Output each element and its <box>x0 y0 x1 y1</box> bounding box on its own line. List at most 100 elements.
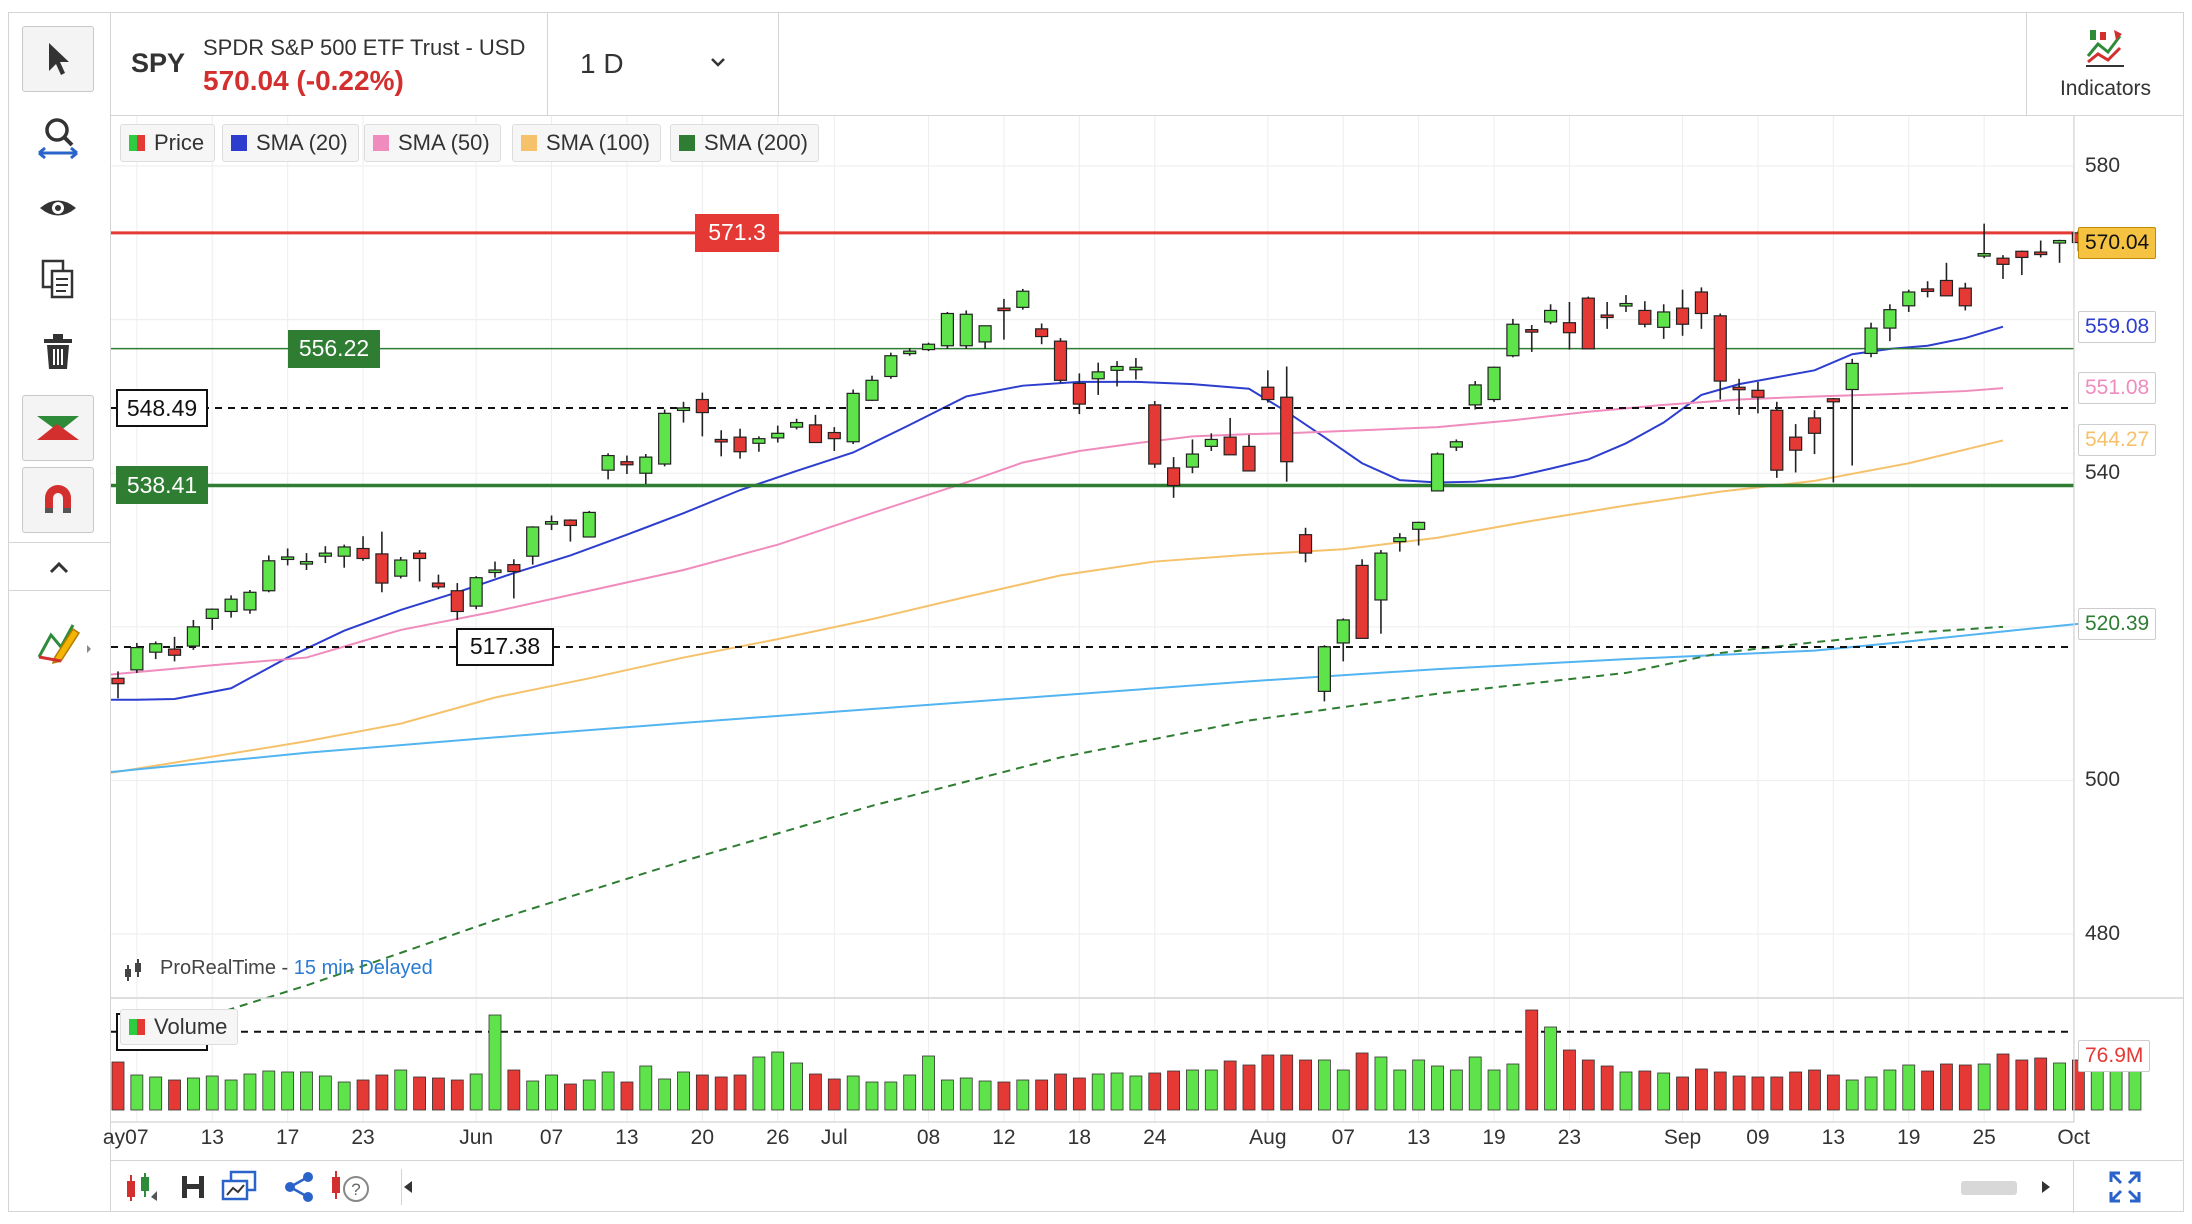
candle <box>1242 434 1256 472</box>
candle <box>318 546 332 564</box>
x-tick-label: 26 <box>766 1126 790 1149</box>
level-label: 538.41 <box>116 466 208 505</box>
candle-body <box>1920 288 1935 293</box>
provider-name: ProRealTime <box>160 957 276 979</box>
fullscreen-button[interactable] <box>2105 1169 2145 1205</box>
volume-bar <box>281 1071 295 1111</box>
candle-body <box>1562 322 1577 334</box>
candle <box>1204 433 1218 451</box>
candle-body <box>1166 467 1181 487</box>
volume-bars <box>111 1009 2142 1111</box>
candle-body <box>1468 384 1482 406</box>
y-tick-label: 480 <box>2085 922 2121 946</box>
chart-type-button[interactable] <box>121 1169 161 1205</box>
candle-body <box>1035 328 1049 338</box>
candle <box>413 550 427 582</box>
candle <box>488 561 502 578</box>
legend-item[interactable]: SMA (200) <box>670 124 819 162</box>
sma-line <box>110 622 2079 773</box>
candle-body <box>1148 404 1162 465</box>
save-button[interactable] <box>173 1169 213 1205</box>
footer-divider <box>401 1169 402 1205</box>
indicators-label: Indicators <box>2059 77 2152 100</box>
share-button[interactable] <box>279 1169 319 1205</box>
delete-tool[interactable] <box>22 319 94 385</box>
candle-body <box>808 424 823 444</box>
candle-body <box>997 307 1011 312</box>
svg-text:?: ? <box>351 1180 360 1199</box>
volume-bar <box>1129 1075 1143 1111</box>
candle <box>1317 645 1332 702</box>
legend-item[interactable]: Price <box>120 124 216 162</box>
candle <box>771 425 785 443</box>
candle <box>1298 527 1313 563</box>
volume-bar <box>941 1079 954 1111</box>
candle-body <box>1713 315 1727 382</box>
volume-bar <box>394 1069 408 1111</box>
volume-bar <box>1883 1069 1897 1111</box>
candle <box>1883 304 1897 342</box>
volume-bar <box>450 1079 464 1111</box>
candle-body <box>1996 257 2010 265</box>
volume-bar <box>168 1079 181 1111</box>
legend-item[interactable]: SMA (20) <box>222 124 359 162</box>
period-selector[interactable]: 1 D <box>547 12 779 115</box>
scrollbar-thumb[interactable] <box>1961 1181 2017 1195</box>
volume-label: Volume <box>154 1014 228 1039</box>
compare-windows-icon <box>221 1170 257 1201</box>
price-tag: 570.04 <box>2078 226 2157 259</box>
volume-bar <box>620 1081 634 1111</box>
legend-label: SMA (200) <box>704 130 808 155</box>
volume-bar <box>1035 1079 1049 1111</box>
x-tick-label: Sep <box>1663 1126 1702 1149</box>
magnet-tool[interactable] <box>22 467 94 533</box>
x-tick-label: ay <box>102 1126 126 1149</box>
candle <box>1789 424 1803 473</box>
candle-body <box>1770 409 1784 471</box>
zoom-tool[interactable] <box>22 104 94 170</box>
copy-tool[interactable] <box>22 247 94 313</box>
x-tick-label: Jul <box>820 1126 848 1149</box>
candle-body <box>865 379 879 401</box>
volume-bar <box>130 1074 144 1111</box>
x-tick-label: 17 <box>275 1126 300 1149</box>
legend-label: SMA (50) <box>398 130 490 155</box>
scroll-right-button[interactable] <box>2031 1169 2061 1205</box>
period-label: 1 D <box>580 48 624 79</box>
candle-body <box>243 591 257 611</box>
trend-indicator-tool[interactable] <box>22 395 94 461</box>
volume-bar <box>695 1074 709 1111</box>
magnet-icon <box>45 485 71 513</box>
volume-bar <box>903 1074 917 1111</box>
candle-body <box>1826 398 1840 403</box>
pointer-tool[interactable] <box>22 26 94 92</box>
help-button[interactable]: ? <box>325 1169 373 1205</box>
level-label: 571.3 <box>695 213 779 252</box>
candle <box>639 454 653 484</box>
candle <box>1958 282 1972 311</box>
x-tick-label: 13 <box>615 1126 639 1149</box>
legend-item[interactable]: SMA (50) <box>364 124 501 162</box>
candle <box>1016 288 1030 310</box>
volume-bar <box>1072 1077 1086 1111</box>
delay-notice[interactable]: 15 min Delayed <box>293 957 433 979</box>
drawing-tools-button[interactable] <box>28 607 98 673</box>
indicators-button[interactable]: Indicators <box>2026 12 2184 115</box>
legend-swatch <box>129 135 145 151</box>
collapse-toolbar-button[interactable] <box>46 552 72 582</box>
volume-bar <box>1393 1069 1407 1111</box>
scroll-left-button[interactable] <box>393 1169 423 1205</box>
volume-bar <box>488 1014 502 1111</box>
candle <box>789 418 804 430</box>
visibility-tool[interactable] <box>22 175 94 241</box>
compare-button[interactable] <box>219 1169 259 1205</box>
candle <box>1035 323 1049 345</box>
sma-line <box>145 625 2004 1037</box>
candle-body <box>1657 311 1671 328</box>
candlesticks <box>111 223 2085 702</box>
volume-bar <box>1808 1069 1821 1111</box>
volume-bar <box>1940 1063 1953 1111</box>
volume-bar <box>1374 1056 1388 1111</box>
legend-item[interactable]: SMA (100) <box>512 124 661 162</box>
